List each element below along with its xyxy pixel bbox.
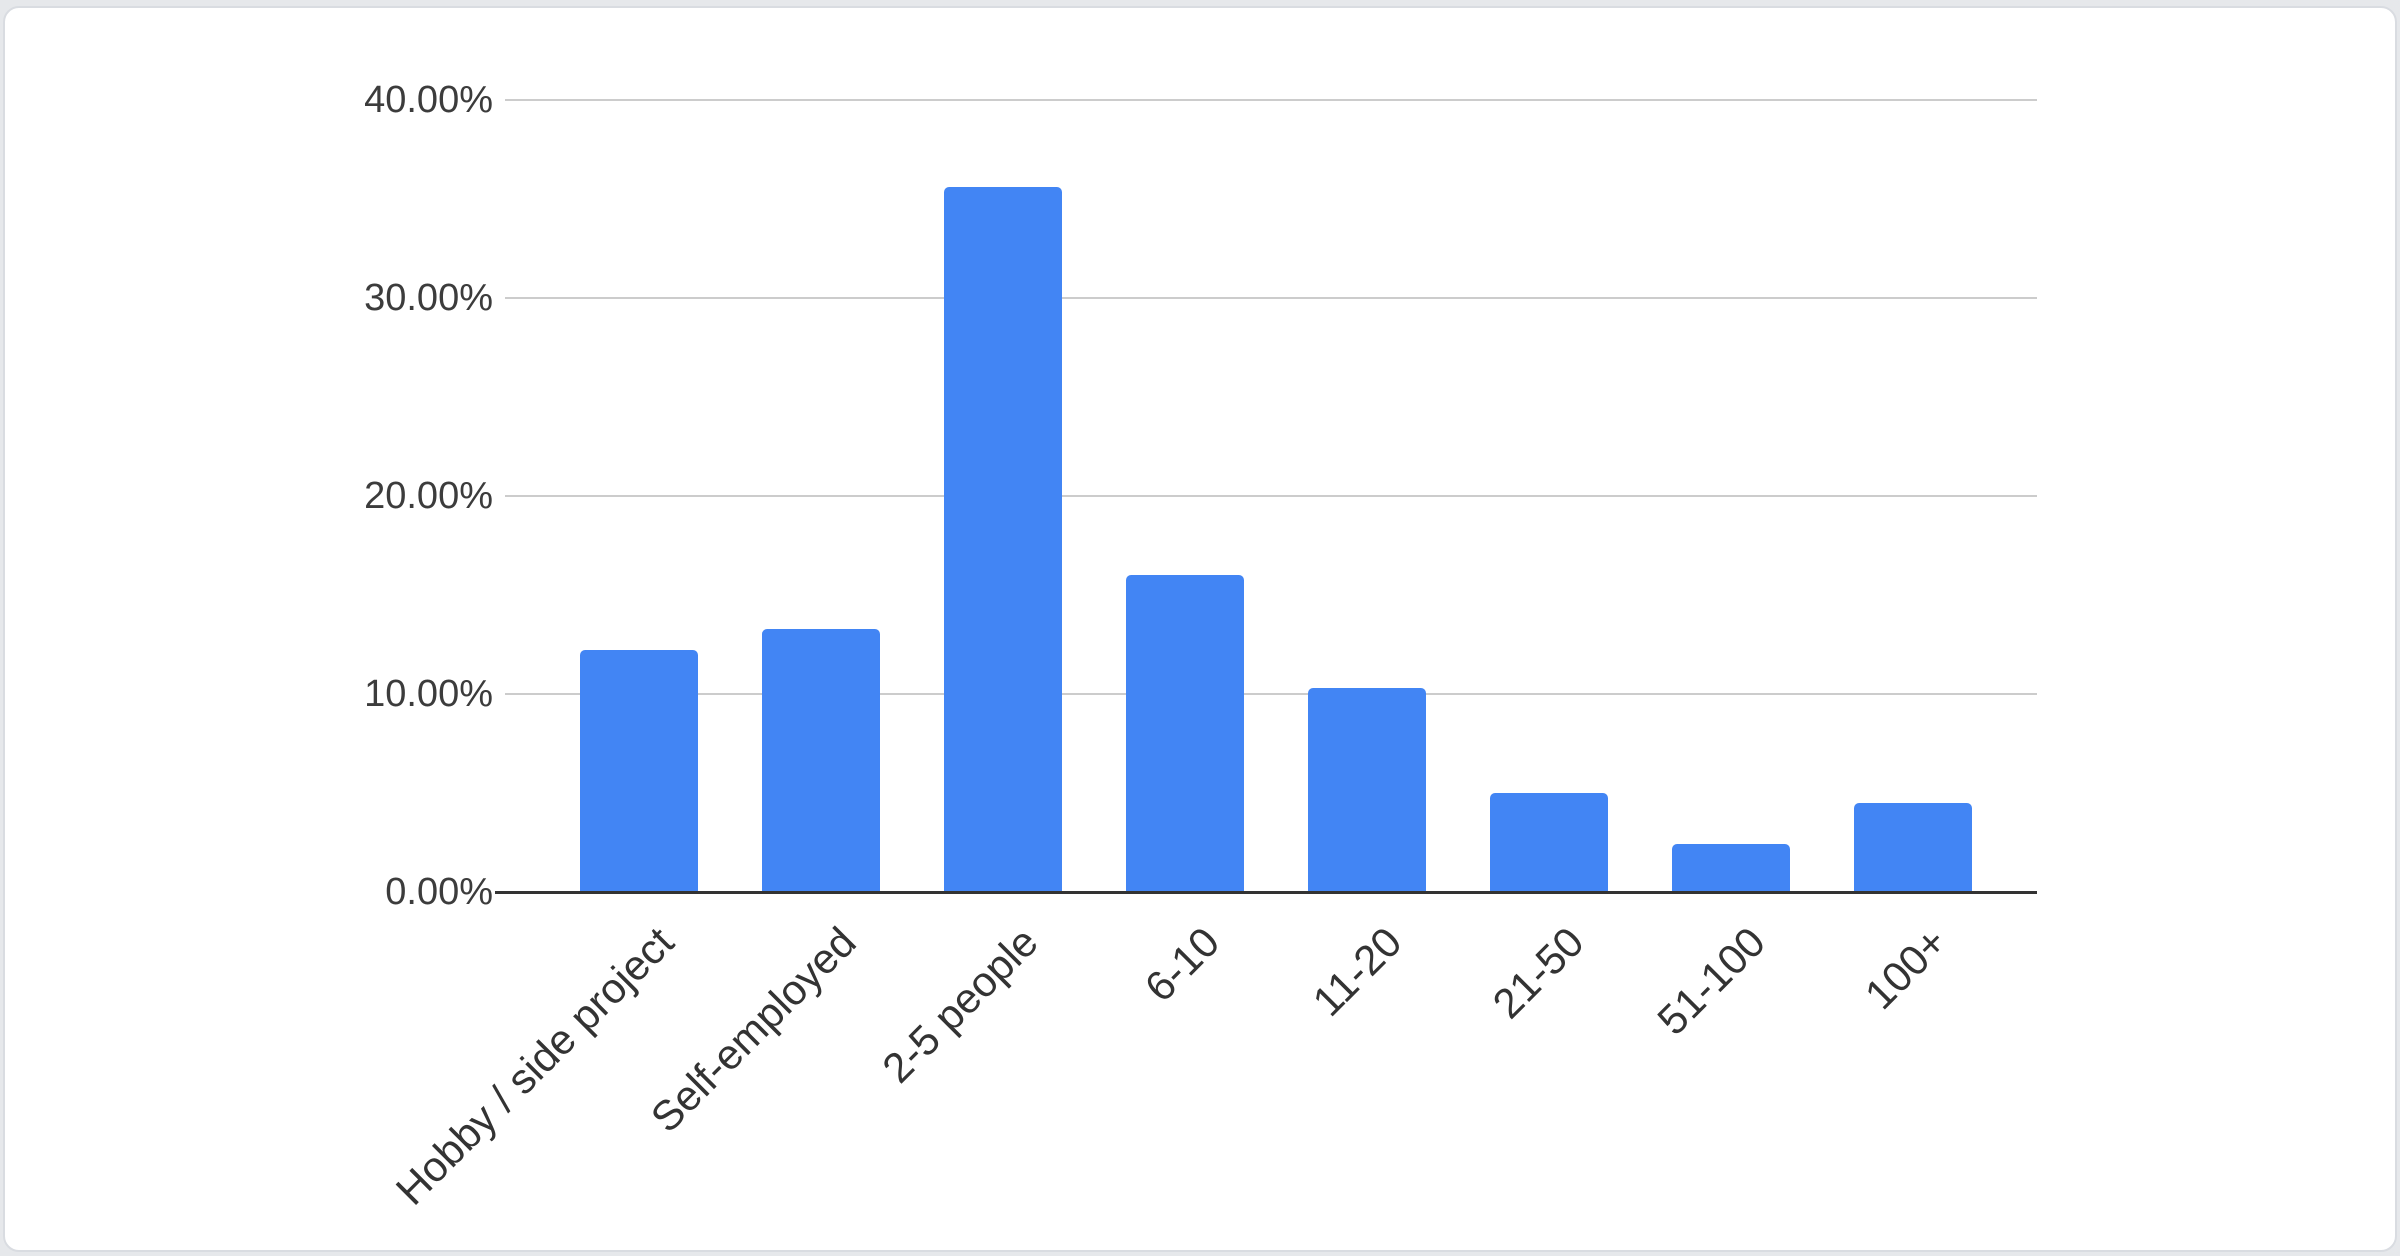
- x-tick-label: Hobby / side project: [386, 918, 683, 1214]
- x-tick-label: 11-20: [1303, 918, 1411, 1025]
- bar-2-5-people[interactable]: [944, 187, 1062, 892]
- gridline-20: [505, 495, 2037, 497]
- gridline-30: [505, 297, 2037, 299]
- gridline-10: [505, 693, 2037, 695]
- gridline-40: [505, 99, 2037, 101]
- x-tick-label: 51-100: [1648, 918, 1775, 1044]
- y-tick-label: 0.00%: [385, 871, 493, 913]
- y-tick-label: 40.00%: [364, 79, 493, 121]
- y-tick-label: 10.00%: [364, 673, 493, 715]
- x-tick-label: 100+: [1856, 918, 1957, 1019]
- bar-100[interactable]: [1854, 802, 1972, 892]
- bar-51-100[interactable]: [1672, 844, 1790, 892]
- bar-chart: 40.00% 30.00% 20.00% 10.00% 0.00% Hobby / si…: [5, 8, 2395, 1250]
- x-tick-label: 21-50: [1483, 918, 1593, 1028]
- bar-21-50[interactable]: [1490, 793, 1608, 892]
- bar-hobby-side-project[interactable]: [580, 650, 698, 892]
- bar-6-10[interactable]: [1126, 575, 1244, 892]
- y-tick-label: 30.00%: [364, 277, 493, 319]
- bar-self-employed[interactable]: [762, 628, 880, 892]
- x-tick-label: 6-10: [1135, 918, 1229, 1011]
- chart-card: 40.00% 30.00% 20.00% 10.00% 0.00% Hobby / si…: [3, 6, 2397, 1252]
- x-tick-label: 2-5 people: [872, 918, 1047, 1092]
- y-tick-label: 20.00%: [364, 475, 493, 517]
- bar-11-20[interactable]: [1308, 688, 1426, 892]
- x-axis-line: [495, 891, 2037, 894]
